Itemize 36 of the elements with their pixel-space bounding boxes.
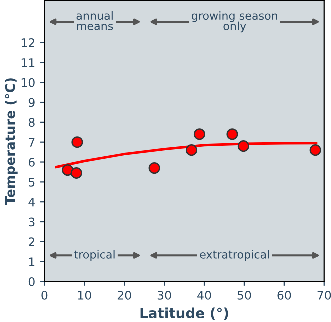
annotation: extratropical xyxy=(200,250,270,262)
point xyxy=(70,167,82,179)
y-tick-label: 5 xyxy=(29,178,35,187)
x-tick-label: 60 xyxy=(278,290,292,300)
x-tick-label: 10 xyxy=(78,290,92,300)
y-tick-label: 4 xyxy=(28,198,35,207)
y-tick-label: 10 xyxy=(22,78,35,88)
y-tick-label: 8 xyxy=(28,118,35,128)
x-tick-label: 50 xyxy=(238,290,252,300)
x-tick-label: 70 xyxy=(318,290,331,300)
x-tick-label: 40 xyxy=(198,290,212,300)
annotation: annual means xyxy=(76,11,114,30)
x-tick-label: 20 xyxy=(118,290,132,300)
y-tick-label: 0 xyxy=(28,277,35,286)
y-tick-label: 1 xyxy=(29,258,35,266)
y-axis-title: Temperature (°C) xyxy=(5,78,18,206)
annotation: tropical xyxy=(74,250,115,262)
point xyxy=(148,162,160,174)
point xyxy=(72,136,84,148)
point xyxy=(194,128,206,140)
point xyxy=(186,144,198,156)
point xyxy=(62,164,74,176)
x-tick-label: 0 xyxy=(42,290,48,300)
y-tick-label: 9 xyxy=(28,98,35,108)
point xyxy=(238,140,250,152)
point xyxy=(310,144,322,156)
x-axis-title: Latitude (°) xyxy=(140,308,228,320)
annotation: growing season only xyxy=(192,11,278,33)
y-tick-label: 6 xyxy=(28,158,35,167)
y-tick-label: 11 xyxy=(22,58,35,68)
x-tick-label: 30 xyxy=(158,290,172,300)
y-tick-label: 2 xyxy=(29,238,34,246)
point xyxy=(226,128,238,140)
y-tick-label: 3 xyxy=(29,218,35,227)
y-tick-label: 12 xyxy=(22,38,34,48)
y-tick-label: 7 xyxy=(29,138,35,147)
